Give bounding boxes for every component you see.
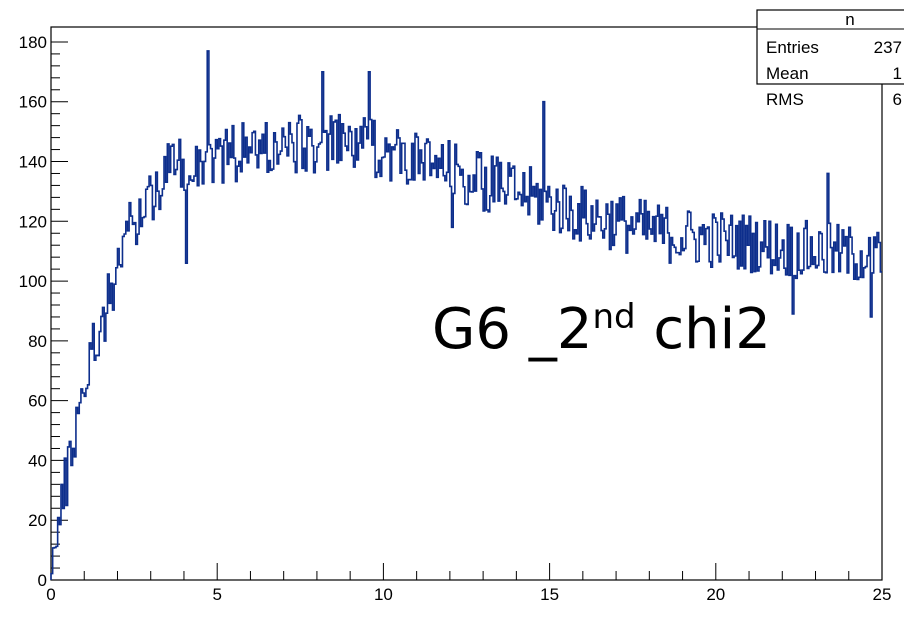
stats-mean-value: 1 [893, 64, 902, 83]
y-tick-label: 120 [19, 212, 47, 231]
x-tick-label: 0 [46, 585, 55, 604]
y-tick-label: 60 [28, 392, 47, 411]
y-tick-label: 40 [28, 451, 47, 470]
annotation-main: G6 _2 [432, 297, 593, 362]
stats-box-frame [756, 9, 904, 85]
annotation-tail: chi2 [635, 297, 771, 362]
y-axis: 0 20 40 60 80 100 120 140 160 180 [19, 33, 68, 590]
x-axis: 0 5 10 15 20 25 [46, 563, 891, 604]
plot-frame [50, 26, 883, 581]
stats-rms-label: RMS [766, 90, 804, 109]
chart-annotation: G6 _2nd chi2 [432, 300, 771, 358]
y-tick-label: 80 [28, 332, 47, 351]
stats-rms-value: 6 [893, 90, 902, 109]
stats-mean-label: Mean [766, 64, 809, 83]
annotation-superscript: nd [592, 297, 636, 337]
y-tick-label: 140 [19, 153, 47, 172]
y-tick-label: 100 [19, 272, 47, 291]
stats-box: n Entries 237 Mean 1 RMS 6 [756, 9, 904, 109]
y-tick-label: 20 [28, 511, 47, 530]
x-tick-label: 10 [374, 585, 393, 604]
stats-entries-label: Entries [766, 38, 819, 57]
histogram-series [50, 50, 882, 580]
y-tick-label: 180 [19, 33, 47, 52]
x-tick-label: 25 [873, 585, 892, 604]
x-tick-label: 5 [212, 585, 221, 604]
y-tick-label: 0 [38, 571, 47, 590]
y-tick-label: 160 [19, 93, 47, 112]
stats-box-title: n [845, 10, 854, 29]
x-tick-label: 20 [706, 585, 725, 604]
x-tick-label: 15 [540, 585, 559, 604]
stats-entries-value: 237 [874, 38, 902, 57]
